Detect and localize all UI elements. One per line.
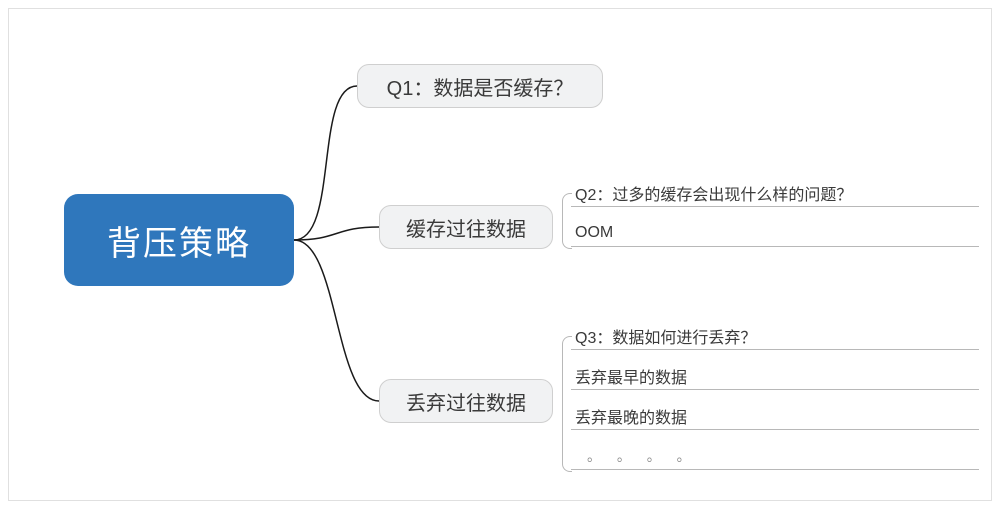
branch-node-drop: 丢弃过往数据 (379, 379, 553, 423)
leaf-node: 丢弃最早的数据 (571, 362, 979, 390)
connector (294, 86, 357, 240)
root-node: 背压策略 (64, 194, 294, 286)
leaf-node: Q2：过多的缓存会出现什么样的问题？ (571, 179, 979, 207)
leaf-label: 。 。 。 。 (587, 446, 697, 466)
leaf-label: Q2：过多的缓存会出现什么样的问题？ (575, 181, 852, 205)
leaf-node: OOM (571, 219, 979, 247)
leaf-label: 丢弃最早的数据 (575, 364, 687, 388)
root-label: 背压策略 (107, 216, 251, 265)
branch-node-q1: Q1：数据是否缓存？ (357, 64, 603, 108)
leaf-ellipsis: 。 。 。 。 (571, 442, 979, 470)
branch-node-cache: 缓存过往数据 (379, 205, 553, 249)
branch-label: 缓存过往数据 (406, 213, 526, 242)
leaf-label: Q3：数据如何进行丢弃？ (575, 324, 756, 348)
connector (294, 240, 379, 401)
leaf-label: 丢弃最晚的数据 (575, 404, 687, 428)
leaf-label: OOM (575, 224, 613, 242)
leaf-node: Q3：数据如何进行丢弃？ (571, 322, 979, 350)
diagram-frame: 背压策略 Q1：数据是否缓存？ 缓存过往数据 Q2：过多的缓存会出现什么样的问题？ O… (8, 8, 992, 501)
leaf-node: 丢弃最晚的数据 (571, 402, 979, 430)
branch-label: Q1：数据是否缓存？ (387, 72, 574, 101)
branch-label: 丢弃过往数据 (406, 387, 526, 416)
